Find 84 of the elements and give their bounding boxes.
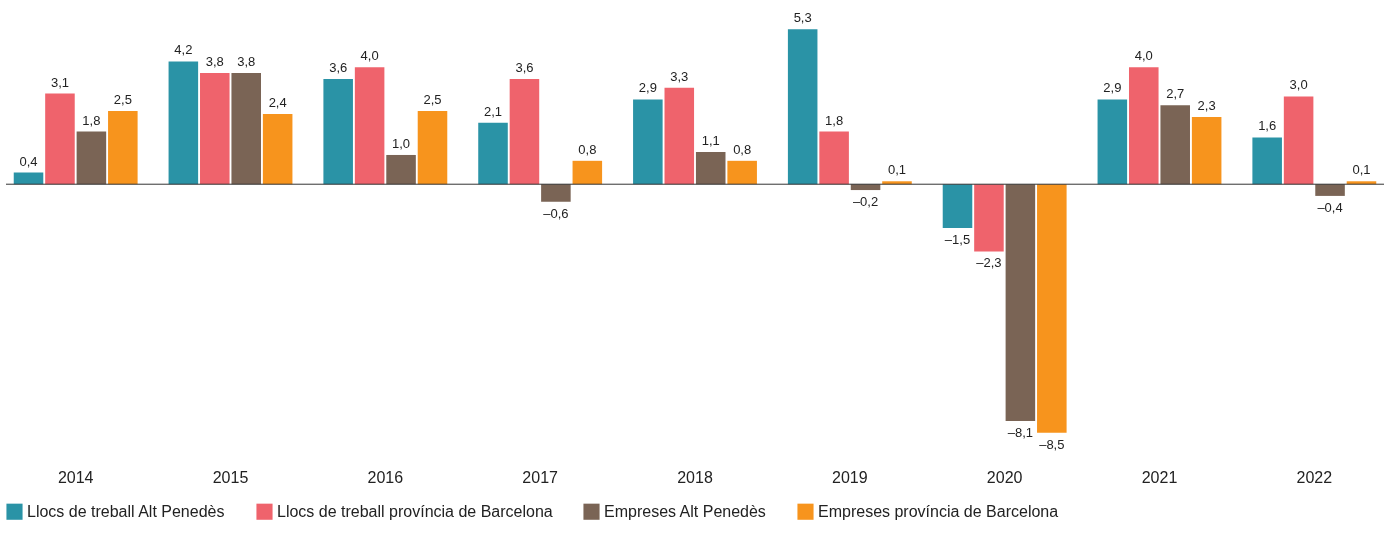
bar	[386, 154, 416, 185]
data-label: 3,8	[237, 54, 256, 70]
data-label: 4,2	[174, 42, 193, 58]
bar	[882, 181, 912, 185]
legend-label: Empreses Alt Penedès	[604, 502, 766, 520]
bar	[45, 93, 75, 185]
bar	[541, 184, 571, 202]
data-label: –0,4	[1317, 199, 1343, 215]
bar	[819, 131, 849, 185]
bar	[1129, 67, 1159, 185]
x-tick-label: 2020	[986, 468, 1023, 486]
data-label: –0,2	[852, 194, 879, 210]
data-label: 1,8	[82, 112, 101, 128]
data-label: 2,4	[268, 95, 287, 111]
data-label: 1,6	[1258, 118, 1277, 134]
data-label: 0,8	[733, 141, 752, 157]
bar	[1160, 105, 1190, 185]
data-label: 3,1	[50, 74, 69, 90]
data-label: 0,4	[19, 153, 38, 169]
data-label: 1,8	[825, 112, 844, 128]
data-label: 2,3	[1197, 97, 1216, 113]
data-label: –0,6	[543, 205, 569, 221]
x-tick-label: 2016	[367, 468, 404, 486]
legend-label: Llocs de treball província de Barcelona	[277, 502, 553, 520]
bar	[1252, 137, 1282, 185]
bar	[231, 73, 261, 185]
data-label: 2,9	[638, 80, 657, 96]
x-tick-label: 2017	[522, 468, 559, 486]
bar	[1315, 184, 1345, 196]
bar	[1005, 184, 1036, 422]
bar	[633, 99, 663, 185]
bar	[572, 160, 603, 185]
data-label: 3,8	[205, 54, 224, 70]
bar	[664, 87, 695, 185]
bar	[323, 78, 353, 185]
bar	[1283, 96, 1314, 185]
data-label: 0,8	[578, 141, 597, 157]
data-label: 3,6	[515, 59, 534, 75]
x-tick-label: 2014	[57, 468, 94, 486]
data-label: 5,3	[793, 10, 812, 26]
bar	[974, 184, 1004, 252]
legend-label: Empreses província de Barcelona	[818, 502, 1059, 520]
data-label: –8,1	[1007, 425, 1034, 441]
bar	[695, 152, 726, 185]
data-label: 0,1	[887, 162, 907, 178]
bar	[942, 184, 973, 229]
bar	[262, 114, 293, 185]
data-label: –8,5	[1039, 436, 1065, 452]
data-label: 2,9	[1103, 80, 1122, 96]
data-label: 1,1	[701, 133, 720, 149]
data-label: 2,5	[423, 92, 442, 108]
data-label: –1,5	[944, 232, 971, 248]
x-tick-label: 2019	[832, 468, 868, 486]
data-label: 3,3	[670, 68, 689, 84]
data-label: 3,0	[1289, 77, 1308, 93]
bar	[108, 111, 138, 185]
data-label: 2,1	[483, 103, 503, 119]
bar	[1037, 184, 1067, 433]
bar	[76, 131, 107, 185]
bar	[478, 122, 508, 185]
data-label: –2,3	[976, 255, 1002, 271]
legend-label: Llocs de treball Alt Penedès	[27, 502, 225, 520]
bar	[354, 67, 385, 185]
bar	[1191, 116, 1222, 185]
bar	[168, 61, 199, 185]
x-tick-label: 2018	[677, 468, 713, 486]
bar	[200, 73, 230, 185]
data-label: 3,6	[329, 59, 348, 75]
bar	[787, 29, 818, 185]
x-tick-label: 2021	[1141, 468, 1178, 486]
bar	[417, 111, 448, 185]
data-label: 4,0	[360, 48, 379, 64]
data-label: 2,5	[113, 92, 132, 108]
x-tick-label: 2015	[212, 468, 249, 486]
x-tick-label: 2022	[1296, 468, 1333, 486]
bar	[1097, 99, 1128, 185]
bar	[1346, 181, 1377, 185]
bar	[509, 78, 540, 185]
data-label: 4,0	[1134, 48, 1153, 64]
bar	[13, 172, 44, 185]
bar	[727, 160, 757, 185]
data-label: 1,0	[392, 135, 411, 151]
data-label: 2,7	[1166, 86, 1185, 102]
data-label: 0,1	[1352, 162, 1371, 178]
